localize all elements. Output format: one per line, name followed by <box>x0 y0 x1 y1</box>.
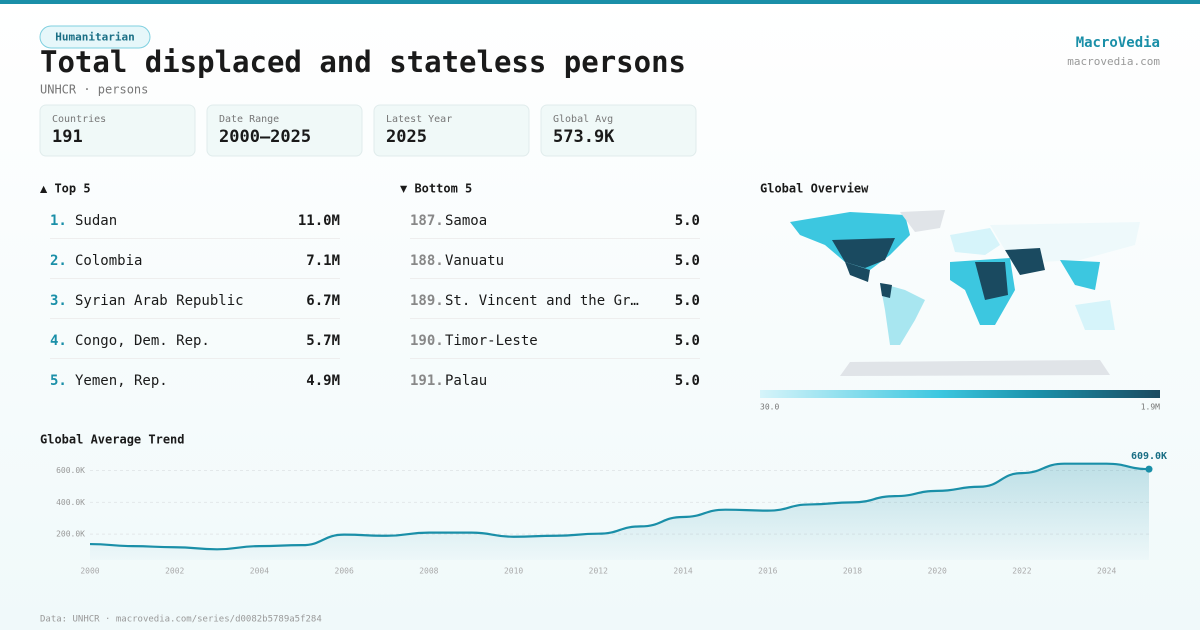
title: Total displaced and stateless persons <box>40 45 686 79</box>
x-tick-label: 2002 <box>165 567 184 576</box>
value: 5.0 <box>675 373 700 389</box>
name: Yemen, Rep. <box>75 373 168 389</box>
map-colombia <box>880 283 892 298</box>
rank: 191. <box>410 373 444 389</box>
map-usa <box>832 238 895 268</box>
x-tick-label: 2018 <box>843 567 862 576</box>
map-europe <box>950 228 1000 255</box>
stat-value: 191 <box>52 127 83 147</box>
map-greenland <box>900 210 945 232</box>
chart-title: Global Average Trend <box>40 433 185 447</box>
map-south-asia <box>1060 260 1100 290</box>
stat-label: Date Range <box>219 114 279 125</box>
x-tick-label: 2006 <box>335 567 354 576</box>
value: 4.9M <box>306 373 340 389</box>
name: Syrian Arab Republic <box>75 293 244 309</box>
x-tick-label: 2022 <box>1012 567 1031 576</box>
name: Samoa <box>445 213 487 229</box>
name: Vanuatu <box>445 253 504 269</box>
world-map <box>790 210 1140 376</box>
x-tick-label: 2004 <box>250 567 269 576</box>
y-tick-label: 200.0K <box>56 530 85 539</box>
value-label: 609.0K <box>1131 451 1167 462</box>
stat-value: 2025 <box>386 127 427 147</box>
rank: 2. <box>50 253 67 269</box>
x-tick-label: 2000 <box>80 567 99 576</box>
rank: 189. <box>410 293 444 309</box>
value: 6.7M <box>306 293 340 309</box>
value: 5.0 <box>675 293 700 309</box>
y-tick-label: 600.0K <box>56 466 85 475</box>
value: 7.1M <box>306 253 340 269</box>
stat-label: Countries <box>52 114 106 125</box>
rank: 3. <box>50 293 67 309</box>
area <box>90 463 1149 560</box>
stat-value: 573.9K <box>553 127 615 147</box>
value: 11.0M <box>298 213 340 229</box>
stat-label: Latest Year <box>386 114 452 125</box>
end-point <box>1145 465 1153 473</box>
legend-max: 1.9M <box>1141 403 1160 412</box>
name: Sudan <box>75 213 117 229</box>
map-south-america <box>880 283 925 345</box>
line <box>89 462 1150 551</box>
site: macrovedia.com <box>1067 55 1160 68</box>
x-tick-label: 2010 <box>504 567 523 576</box>
map-mexico <box>845 262 870 282</box>
rank: 188. <box>410 253 444 269</box>
rank: 5. <box>50 373 67 389</box>
map-middle-east <box>1005 248 1045 275</box>
x-tick-label: 2016 <box>758 567 777 576</box>
top-title: ▲ Top 5 <box>40 182 91 196</box>
value: 5.0 <box>675 213 700 229</box>
name: Timor-Leste <box>445 333 538 349</box>
rank: 4. <box>50 333 67 349</box>
name: Colombia <box>75 253 142 269</box>
badge <box>39 25 151 49</box>
name: Palau <box>445 373 487 389</box>
map-antarctica <box>840 360 1110 376</box>
name: Congo, Dem. Rep. <box>75 333 210 349</box>
legend-gradient <box>760 390 1160 398</box>
x-tick-label: 2008 <box>419 567 438 576</box>
x-tick-label: 2012 <box>589 567 608 576</box>
stat-card <box>39 104 196 157</box>
rank: 187. <box>410 213 444 229</box>
value: 5.7M <box>306 333 340 349</box>
map-title: Global Overview <box>760 182 869 196</box>
rank: 1. <box>50 213 67 229</box>
x-tick-label: 2014 <box>673 567 692 576</box>
map-australia <box>1075 300 1115 330</box>
x-tick-label: 2024 <box>1097 567 1116 576</box>
value: 5.0 <box>675 333 700 349</box>
stat-card <box>206 104 363 157</box>
rank: 190. <box>410 333 444 349</box>
subtitle: UNHCR · persons <box>40 83 148 97</box>
brand: MacroVedia <box>1076 35 1160 51</box>
badge-text: Humanitarian <box>55 31 134 44</box>
x-tick-label: 2020 <box>928 567 947 576</box>
footer: Data: UNHCR · macrovedia.com/series/d008… <box>40 615 322 625</box>
value: 5.0 <box>675 253 700 269</box>
name: St. Vincent and the Gr… <box>445 293 639 309</box>
top-bar <box>0 0 1200 4</box>
y-tick-label: 400.0K <box>56 498 85 507</box>
stat-card <box>540 104 697 157</box>
legend-min: 30.0 <box>760 403 779 412</box>
bottom-title: ▼ Bottom 5 <box>400 182 472 196</box>
stat-value: 2000–2025 <box>219 127 311 147</box>
stat-label: Global Avg <box>553 114 613 125</box>
stat-card <box>373 104 530 157</box>
map-central-africa <box>975 262 1008 300</box>
